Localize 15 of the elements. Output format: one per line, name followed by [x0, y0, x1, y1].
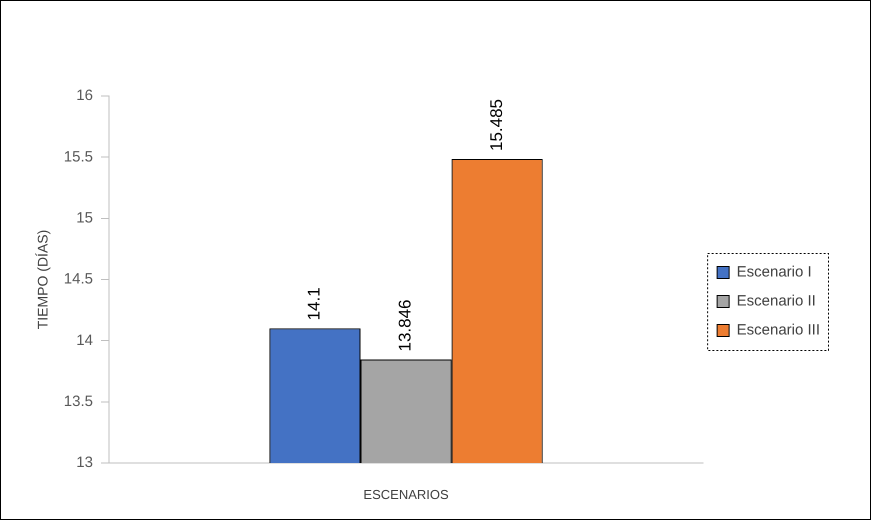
- y-axis-title: TIEMPO (DÍAS): [34, 230, 50, 330]
- y-tick-label: 16: [76, 87, 93, 104]
- y-tick-label: 15: [76, 209, 93, 226]
- data-label: 14.1: [304, 287, 324, 320]
- y-tick-label: 15.5: [64, 148, 93, 166]
- y-tick-label: 14: [76, 332, 93, 349]
- x-axis-title: ESCENARIOS: [363, 486, 450, 502]
- y-tick-label: 13.5: [64, 392, 93, 410]
- legend-label: Escenario III: [736, 322, 820, 339]
- data-label: 15.485: [486, 99, 506, 151]
- legend-label: Escenario II: [736, 292, 816, 310]
- y-tick-label: 13: [76, 454, 93, 472]
- legend-label: Escenario I: [736, 264, 812, 281]
- y-tick-label: 14.5: [64, 270, 93, 288]
- data-label: 13.846: [396, 300, 415, 352]
